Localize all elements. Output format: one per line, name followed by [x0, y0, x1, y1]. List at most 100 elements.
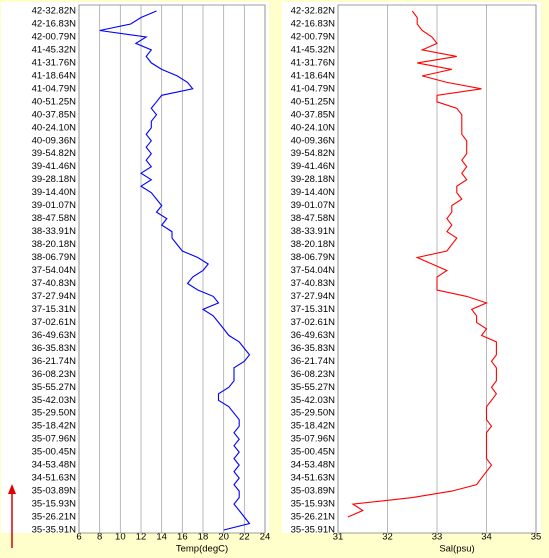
- y-tick-label: 35-55.27N: [291, 382, 336, 393]
- data-line: [347, 10, 498, 518]
- y-tick-label: 36-21.74N: [291, 356, 336, 367]
- y-tick-label: 35-18.42N: [32, 421, 77, 432]
- y-tick-label: 41-31.76N: [32, 57, 77, 68]
- y-tick-label: 36-35.83N: [32, 343, 77, 354]
- y-tick-label: 38-47.58N: [291, 213, 336, 224]
- y-tick-label: 37-15.31N: [32, 304, 77, 315]
- y-tick-label: 35-15.93N: [291, 499, 336, 510]
- y-tick-label: 35-03.89N: [32, 486, 77, 497]
- y-tick-label: 37-02.61N: [32, 317, 77, 328]
- y-tick-label: 40-51.25N: [291, 96, 336, 107]
- y-tick-label: 39-14.40N: [291, 187, 336, 198]
- x-tick-label: 6: [76, 532, 81, 543]
- x-tick-label: 12: [136, 532, 147, 543]
- y-tick-label: 36-49.63N: [32, 330, 77, 341]
- y-tick-label: 41-45.32N: [32, 44, 77, 55]
- x-tick-label: 22: [239, 532, 250, 543]
- y-tick-label: 35-18.42N: [291, 421, 336, 432]
- x-tick-label: 16: [177, 532, 188, 543]
- x-tick-label: 32: [382, 532, 393, 543]
- y-tick-label: 40-51.25N: [32, 96, 77, 107]
- y-tick-label: 38-20.18N: [32, 239, 77, 250]
- y-tick-label: 39-01.07N: [32, 200, 77, 211]
- x-tick-label: 35: [531, 532, 542, 543]
- y-tick-label: 42-16.83N: [291, 18, 336, 29]
- y-tick-label: 40-37.85N: [32, 109, 77, 120]
- x-axis-title: Temp(degC): [176, 544, 228, 555]
- y-tick-label: 42-32.82N: [32, 6, 77, 17]
- y-tick-label: 41-31.76N: [291, 57, 336, 68]
- y-tick-label: 34-51.63N: [32, 473, 77, 484]
- y-tick-label: 42-16.83N: [32, 18, 77, 29]
- y-tick-label: 34-53.48N: [291, 460, 336, 471]
- y-tick-label: 39-54.82N: [291, 148, 336, 159]
- y-tick-label: 37-54.04N: [32, 265, 77, 276]
- y-tick-label: 38-06.79N: [32, 252, 77, 263]
- y-tick-label: 39-28.18N: [32, 174, 77, 185]
- y-tick-label: 41-04.79N: [32, 83, 77, 94]
- arrow-head: [8, 484, 16, 494]
- y-tick-label: 35-07.96N: [32, 434, 77, 445]
- y-tick-label: 35-55.27N: [32, 382, 77, 393]
- y-tick-label: 37-27.94N: [291, 291, 336, 302]
- x-tick-label: 31: [333, 532, 344, 543]
- y-tick-label: 34-53.48N: [32, 460, 77, 471]
- y-tick-label: 36-35.83N: [291, 343, 336, 354]
- y-tick-label: 38-33.91N: [291, 226, 336, 237]
- y-tick-label: 37-15.31N: [291, 304, 336, 315]
- y-tick-label: 40-09.36N: [291, 135, 336, 146]
- y-tick-label: 38-47.58N: [32, 213, 77, 224]
- plot-frame: [78, 4, 266, 534]
- x-tick-label: 33: [432, 532, 443, 543]
- x-tick-label: 10: [115, 532, 126, 543]
- y-tick-label: 35-42.03N: [291, 395, 336, 406]
- y-tick-label: 41-45.32N: [291, 44, 336, 55]
- y-tick-label: 41-18.64N: [291, 70, 336, 81]
- y-tick-label: 40-37.85N: [291, 109, 336, 120]
- y-tick-label: 39-14.40N: [32, 187, 77, 198]
- x-tick-label: 20: [218, 532, 229, 543]
- y-tick-label: 37-27.94N: [32, 291, 77, 302]
- y-tick-label: 40-24.10N: [32, 122, 77, 133]
- x-tick-label: 24: [260, 532, 271, 543]
- x-tick-label: 18: [198, 532, 209, 543]
- y-tick-label: 36-08.23N: [291, 369, 336, 380]
- y-tick-label: 39-28.18N: [291, 174, 336, 185]
- y-tick-label: 35-03.89N: [291, 486, 336, 497]
- panel-left: [1, 2, 269, 533]
- plot-frame: [337, 4, 537, 534]
- y-tick-label: 39-41.46N: [291, 161, 336, 172]
- y-tick-label: 40-24.10N: [291, 122, 336, 133]
- y-tick-label: 39-54.82N: [32, 148, 77, 159]
- y-tick-label: 35-35.91N: [291, 525, 336, 536]
- y-tick-label: 41-18.64N: [32, 70, 77, 81]
- y-tick-label: 37-02.61N: [291, 317, 336, 328]
- y-tick-label: 39-01.07N: [291, 200, 336, 211]
- y-tick-label: 35-26.21N: [32, 512, 77, 523]
- y-tick-label: 38-20.18N: [291, 239, 336, 250]
- y-tick-label: 38-33.91N: [32, 226, 77, 237]
- y-tick-label: 42-00.79N: [291, 31, 336, 42]
- y-tick-label: 36-49.63N: [291, 330, 336, 341]
- y-tick-label: 34-51.63N: [291, 473, 336, 484]
- y-tick-label: 37-40.83N: [32, 278, 77, 289]
- y-tick-label: 37-54.04N: [291, 265, 336, 276]
- y-tick-label: 35-00.45N: [32, 447, 77, 458]
- y-tick-label: 35-26.21N: [291, 512, 336, 523]
- x-tick-label: 34: [481, 532, 492, 543]
- y-tick-label: 40-09.36N: [32, 135, 77, 146]
- y-tick-label: 36-08.23N: [32, 369, 77, 380]
- y-tick-label: 35-29.50N: [32, 408, 77, 419]
- y-tick-label: 42-00.79N: [32, 31, 77, 42]
- y-tick-label: 38-06.79N: [291, 252, 336, 263]
- data-line: [99, 10, 251, 531]
- x-tick-label: 8: [97, 532, 102, 543]
- y-tick-label: 35-15.93N: [32, 499, 77, 510]
- y-tick-label: 36-21.74N: [32, 356, 77, 367]
- panel-right: [282, 2, 541, 533]
- y-tick-label: 35-35.91N: [32, 525, 77, 536]
- y-tick-label: 41-04.79N: [291, 83, 336, 94]
- y-tick-label: 35-07.96N: [291, 434, 336, 445]
- y-tick-label: 35-00.45N: [291, 447, 336, 458]
